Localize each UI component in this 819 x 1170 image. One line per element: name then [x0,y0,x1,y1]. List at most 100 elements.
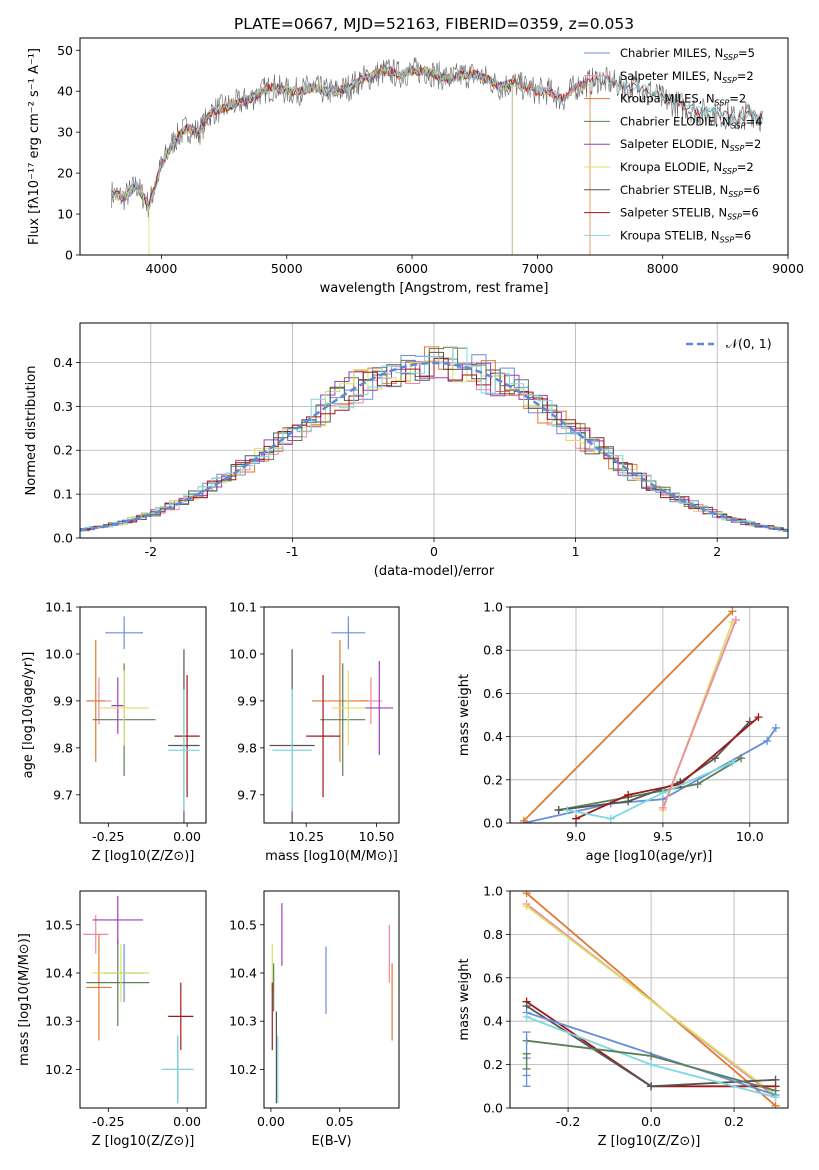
x-tick-label: -0.25 [92,1114,124,1129]
weight-marker [554,806,563,815]
weight-marker [771,1101,780,1108]
mass-vs-ebv-panel: 0.00 0.05 10.2 10.3 10.4 10.5 E(B-V) [229,890,400,1149]
residuals-histogram-panel: -2 -1 0 1 2 0.0 0.1 0.2 0.3 0.4 (data-model)/error… [24,322,789,579]
y-tick-label: 0.0 [53,531,73,546]
legend-label: Chabrier ELODIE, NSSP=4 [620,114,762,130]
axes-frame [79,322,789,539]
y-axis-label: Normed distribution [24,366,39,496]
y-tick-label: 10.2 [45,1062,73,1077]
mass-weight-vs-age-panel: 9.0 9.5 10.0 0.0 0.2 0.4 0.6 0.8 1.0 age [log10(a… [457,600,789,864]
plot-area [110,57,764,255]
y-tick-label: 0.2 [483,772,503,787]
y-tick-label: 0.8 [483,643,503,658]
weight-marker [658,803,667,812]
weight-marker [737,754,746,763]
x-axis-label: age [log10(age/yr)] [586,849,713,864]
y-tick-label: 0.0 [483,816,503,831]
weight-marker [728,758,737,767]
weight-marker [763,736,772,745]
weight-line-chabrier-elodie [558,757,742,811]
weight-marker [728,607,737,616]
x-tick-label: 0 [430,544,438,559]
plot-area [80,346,788,532]
x-tick-label: -0.25 [92,829,124,844]
y-tick-label: 40 [57,84,73,99]
y-tick-label: 10.3 [45,1014,73,1029]
y-tick-label: 9.9 [53,693,73,708]
weight-line-kroupa-miles [523,610,734,822]
y-tick-label: 10 [57,207,73,222]
y-tick-label: 10.4 [45,965,73,980]
x-tick-label: 10.25 [288,829,324,844]
y-tick-label: 10.5 [45,917,73,932]
y-tick-label: 10.3 [229,1014,257,1029]
x-tick-label: 0.0 [641,1114,661,1129]
weight-marker [658,788,667,797]
axes-frame [509,890,789,1109]
age-vs-metallicity-panel: -0.25 0.00 9.7 9.8 9.9 10.0 10.1 Z [log10(Z/Z⊙)… [21,600,207,864]
weight-marker [522,902,531,911]
plot-area [83,895,194,1104]
histogram-chabrier-stelib [80,351,788,532]
plot-area [522,891,780,1108]
x-axis-label: Z [log10(Z/Z⊙)] [92,1134,195,1149]
y-tick-label: 10.5 [229,917,257,932]
y-tick-label: 0.4 [53,355,73,370]
weight-marker [771,723,780,732]
weight-marker [572,814,581,823]
x-tick-label: -2 [145,544,157,559]
y-tick-label: 0.6 [483,686,503,701]
y-axis-label: mass weight [457,674,472,756]
x-tick-label: 0.00 [173,829,201,844]
x-axis-label: Z [log10(Z/Z⊙)] [598,1134,701,1149]
legend-label-normal: 𝒩(0, 1) [726,336,772,351]
weight-line-kroupa-elodie [526,905,777,1096]
axes-frame [263,606,400,824]
y-tick-label: 10.4 [229,965,257,980]
x-axis-label: E(B-V) [311,1134,351,1149]
x-tick-label: 10.50 [359,829,395,844]
weight-marker [519,816,528,823]
weight-marker [693,780,702,789]
spectrum-panel: 4000 5000 6000 7000 8000 9000 0 10 20 30 40 50 wavel… [27,37,804,296]
y-tick-label: 0.0 [483,1101,503,1116]
y-tick-label: 10.1 [45,600,73,615]
y-tick-label: 10.0 [229,646,257,661]
y-tick-label: 9.8 [53,740,73,755]
y-tick-label: 0.1 [53,487,73,502]
x-axis-label: (data-model)/error [374,564,495,579]
legend-label: Chabrier MILES, NSSP=5 [620,46,755,62]
y-tick-label: 20 [57,166,73,181]
weight-marker [647,1082,656,1091]
x-tick-label: 0.00 [257,1114,285,1129]
weight-line-salpeter-miles [662,619,737,809]
y-tick-label: 0 [65,248,73,263]
weight-marker [522,1012,531,1021]
x-tick-label: 2 [713,544,721,559]
y-tick-label: 9.8 [237,740,257,755]
legend-label: Kroupa MILES, NSSP=2 [620,92,746,108]
x-tick-label: -0.2 [556,1114,580,1129]
y-tick-label: 0.2 [53,443,73,458]
y-tick-label: 10.0 [45,646,73,661]
y-axis-label: Flux [fλ10⁻¹⁷ erg cm⁻² s⁻¹ A⁻¹] [27,48,42,245]
y-tick-label: 0.6 [483,970,503,985]
y-tick-label: 0.3 [53,399,73,414]
x-axis-label: wavelength [Angstrom, rest frame] [320,281,549,296]
spectrum-line-kroupa-elodie [111,66,513,255]
y-axis-label: age [log10(age/yr)] [21,652,36,779]
legend-label: Salpeter ELODIE, NSSP=2 [620,137,761,153]
legend-label: Kroupa STELIB, NSSP=6 [620,228,751,244]
figure-title: PLATE=0667, MJD=52163, FIBERID=0359, z=0… [234,15,634,33]
legend-label: Kroupa ELODIE, NSSP=2 [620,160,754,176]
spectrum-line-salpeter-elodie [110,65,513,255]
y-tick-label: 9.9 [237,693,257,708]
y-tick-label: 9.7 [53,787,73,802]
weight-marker [522,891,531,898]
axes-frame [509,606,789,824]
weight-marker [624,790,633,799]
x-axis-label: mass [log10(M/M⊙)] [265,849,398,864]
y-tick-label: 30 [57,125,73,140]
weight-marker [754,713,763,722]
legend-label: Salpeter STELIB, NSSP=6 [620,206,759,222]
